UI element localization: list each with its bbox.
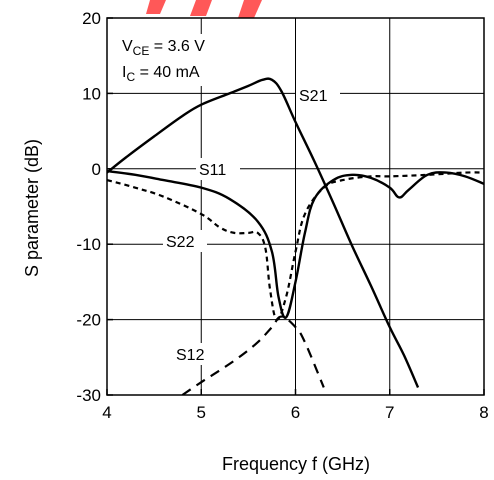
y-axis-label: S parameter (dB) xyxy=(22,139,42,277)
x-tick-label: 8 xyxy=(479,403,488,422)
ic-annotation: IC = 40 mA xyxy=(122,64,200,84)
tick-marks xyxy=(106,17,485,396)
s11-label: S11 xyxy=(199,162,226,179)
series-line-s11 xyxy=(107,169,484,319)
y-tick-label: 20 xyxy=(82,9,101,28)
s21-label: S21 xyxy=(299,88,328,105)
y-tick-label: 0 xyxy=(92,160,101,179)
x-tick-label: 6 xyxy=(291,403,300,422)
series-line-s12 xyxy=(181,315,325,395)
y-tick-label: 10 xyxy=(82,84,101,103)
x-axis-label: Frequency f (GHz) xyxy=(222,454,370,474)
watermark xyxy=(146,0,262,18)
vce-annotation: VCE = 3.6 V xyxy=(122,38,205,58)
x-tick-label: 5 xyxy=(197,403,206,422)
y-tick-label: -20 xyxy=(76,311,101,330)
y-tick-labels: -30 -20 -10 0 10 20 xyxy=(76,9,101,405)
s12-label: S12 xyxy=(176,347,205,364)
series-curves xyxy=(107,77,484,395)
conditions-annotation: VCE = 3.6 V IC = 40 mA xyxy=(118,34,234,86)
s22-label: S22 xyxy=(166,234,195,251)
x-tick-label: 4 xyxy=(102,403,111,422)
y-tick-label: -30 xyxy=(76,386,101,405)
series-labels: S21 S11 S22 S12 xyxy=(163,84,340,365)
series-line-s21 xyxy=(107,77,420,388)
y-tick-label: -10 xyxy=(76,235,101,254)
x-tick-label: 7 xyxy=(385,403,394,422)
x-tick-labels: 4 5 6 7 8 xyxy=(102,403,488,422)
